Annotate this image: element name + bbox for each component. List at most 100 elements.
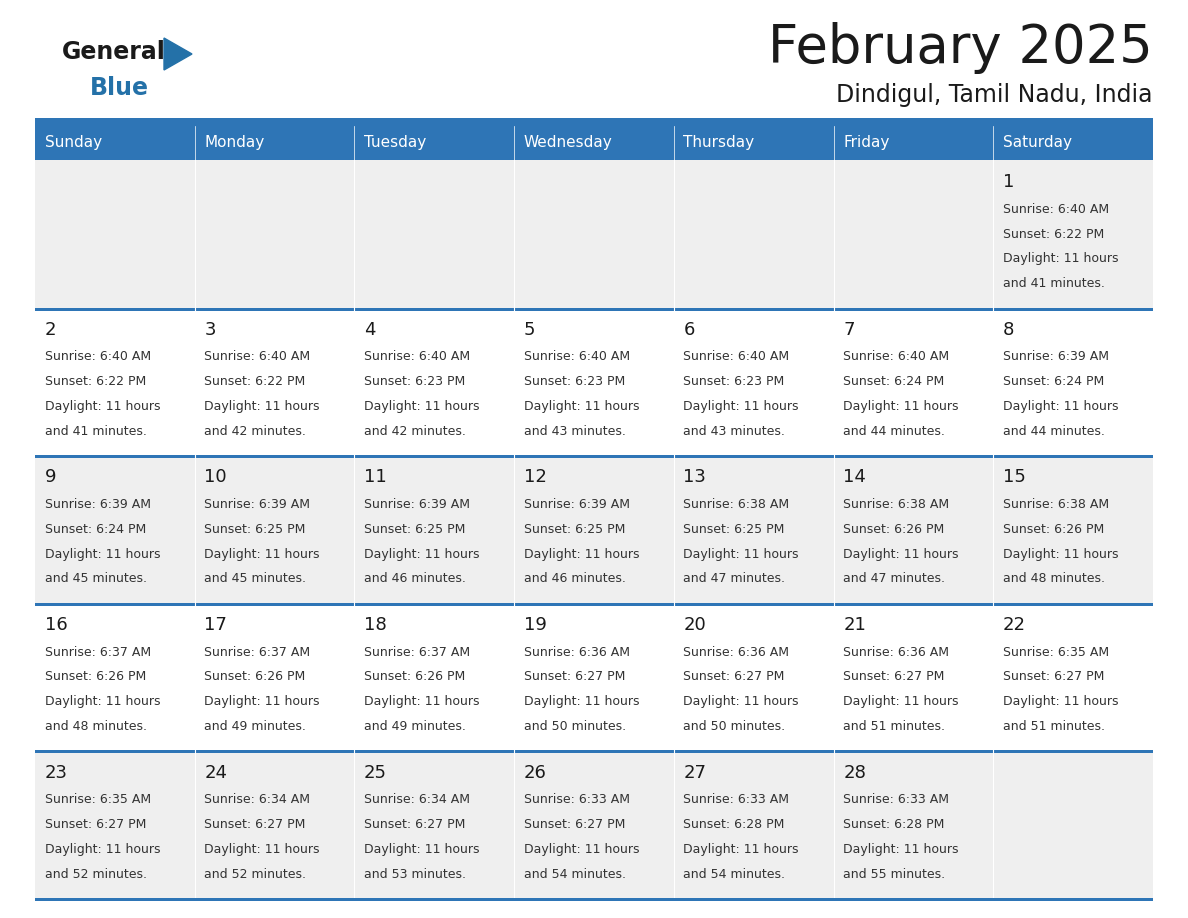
- Text: Sunrise: 6:39 AM: Sunrise: 6:39 AM: [524, 498, 630, 511]
- Text: Sunrise: 6:40 AM: Sunrise: 6:40 AM: [45, 351, 151, 364]
- Bar: [34, 308, 1154, 310]
- Bar: [514, 603, 674, 750]
- Bar: [34, 118, 1154, 126]
- Text: 14: 14: [843, 468, 866, 487]
- Bar: [674, 603, 834, 750]
- Bar: [674, 750, 834, 898]
- Text: Sunset: 6:23 PM: Sunset: 6:23 PM: [683, 375, 785, 388]
- Text: Sunset: 6:24 PM: Sunset: 6:24 PM: [45, 522, 146, 536]
- Text: Daylight: 11 hours: Daylight: 11 hours: [45, 843, 160, 856]
- Text: Sunrise: 6:38 AM: Sunrise: 6:38 AM: [843, 498, 949, 511]
- Text: Sunrise: 6:35 AM: Sunrise: 6:35 AM: [1003, 645, 1108, 658]
- Bar: [993, 160, 1154, 308]
- Bar: [834, 603, 993, 750]
- Text: 6: 6: [683, 321, 695, 339]
- Text: and 50 minutes.: and 50 minutes.: [683, 720, 785, 733]
- Text: and 45 minutes.: and 45 minutes.: [204, 573, 307, 586]
- Text: Tuesday: Tuesday: [364, 136, 426, 151]
- Text: Sunrise: 6:34 AM: Sunrise: 6:34 AM: [204, 793, 310, 806]
- Text: Daylight: 11 hours: Daylight: 11 hours: [204, 400, 320, 413]
- Text: Daylight: 11 hours: Daylight: 11 hours: [524, 400, 639, 413]
- Text: and 46 minutes.: and 46 minutes.: [364, 573, 466, 586]
- Text: Sunrise: 6:40 AM: Sunrise: 6:40 AM: [843, 351, 949, 364]
- Text: and 45 minutes.: and 45 minutes.: [45, 573, 146, 586]
- Text: 20: 20: [683, 616, 706, 634]
- Text: Sunset: 6:25 PM: Sunset: 6:25 PM: [683, 522, 785, 536]
- Text: 5: 5: [524, 321, 536, 339]
- Text: and 51 minutes.: and 51 minutes.: [843, 720, 946, 733]
- Text: 26: 26: [524, 764, 546, 782]
- Text: Sunset: 6:25 PM: Sunset: 6:25 PM: [524, 522, 625, 536]
- Text: and 47 minutes.: and 47 minutes.: [843, 573, 946, 586]
- Text: Daylight: 11 hours: Daylight: 11 hours: [364, 548, 480, 561]
- Text: Friday: Friday: [843, 136, 890, 151]
- Text: 12: 12: [524, 468, 546, 487]
- Text: Sunrise: 6:39 AM: Sunrise: 6:39 AM: [204, 498, 310, 511]
- Text: 11: 11: [364, 468, 387, 487]
- Text: Sunset: 6:28 PM: Sunset: 6:28 PM: [683, 818, 785, 831]
- Text: 9: 9: [45, 468, 56, 487]
- Text: Sunset: 6:25 PM: Sunset: 6:25 PM: [364, 522, 466, 536]
- Bar: [354, 126, 514, 160]
- Bar: [354, 160, 514, 308]
- Text: Sunrise: 6:33 AM: Sunrise: 6:33 AM: [843, 793, 949, 806]
- Text: Daylight: 11 hours: Daylight: 11 hours: [683, 548, 800, 561]
- Text: and 43 minutes.: and 43 minutes.: [524, 425, 626, 438]
- Text: Sunset: 6:22 PM: Sunset: 6:22 PM: [45, 375, 146, 388]
- Bar: [993, 126, 1154, 160]
- Text: 19: 19: [524, 616, 546, 634]
- Text: Sunrise: 6:38 AM: Sunrise: 6:38 AM: [1003, 498, 1108, 511]
- Bar: [195, 308, 354, 455]
- Text: and 53 minutes.: and 53 minutes.: [364, 868, 466, 880]
- Text: and 43 minutes.: and 43 minutes.: [683, 425, 785, 438]
- Text: 24: 24: [204, 764, 227, 782]
- Text: and 48 minutes.: and 48 minutes.: [45, 720, 146, 733]
- Text: Saturday: Saturday: [1003, 136, 1072, 151]
- Text: 13: 13: [683, 468, 707, 487]
- Text: 3: 3: [204, 321, 216, 339]
- Bar: [34, 750, 195, 898]
- Text: Sunset: 6:27 PM: Sunset: 6:27 PM: [45, 818, 146, 831]
- Text: Daylight: 11 hours: Daylight: 11 hours: [364, 843, 480, 856]
- Text: and 54 minutes.: and 54 minutes.: [524, 868, 626, 880]
- Text: Daylight: 11 hours: Daylight: 11 hours: [364, 400, 480, 413]
- Bar: [354, 750, 514, 898]
- Text: Sunrise: 6:39 AM: Sunrise: 6:39 AM: [1003, 351, 1108, 364]
- Bar: [993, 750, 1154, 898]
- Text: Daylight: 11 hours: Daylight: 11 hours: [843, 843, 959, 856]
- Text: and 46 minutes.: and 46 minutes.: [524, 573, 626, 586]
- Text: Daylight: 11 hours: Daylight: 11 hours: [45, 695, 160, 708]
- Bar: [514, 126, 674, 160]
- Bar: [34, 898, 1154, 901]
- Bar: [674, 126, 834, 160]
- Text: 10: 10: [204, 468, 227, 487]
- Bar: [993, 603, 1154, 750]
- Text: and 48 minutes.: and 48 minutes.: [1003, 573, 1105, 586]
- Text: Monday: Monday: [204, 136, 265, 151]
- Bar: [34, 898, 1154, 901]
- Text: Sunset: 6:27 PM: Sunset: 6:27 PM: [1003, 670, 1104, 683]
- Text: Sunrise: 6:40 AM: Sunrise: 6:40 AM: [683, 351, 790, 364]
- Bar: [34, 308, 195, 455]
- Text: Daylight: 11 hours: Daylight: 11 hours: [364, 695, 480, 708]
- Text: Daylight: 11 hours: Daylight: 11 hours: [843, 400, 959, 413]
- Bar: [993, 455, 1154, 603]
- Text: and 41 minutes.: and 41 minutes.: [1003, 277, 1105, 290]
- Text: and 52 minutes.: and 52 minutes.: [45, 868, 146, 880]
- Text: Sunrise: 6:40 AM: Sunrise: 6:40 AM: [364, 351, 470, 364]
- Text: 2: 2: [45, 321, 56, 339]
- Text: 8: 8: [1003, 321, 1015, 339]
- Text: Sunrise: 6:37 AM: Sunrise: 6:37 AM: [204, 645, 310, 658]
- Text: Blue: Blue: [90, 76, 148, 100]
- Text: 1: 1: [1003, 174, 1015, 191]
- Text: Daylight: 11 hours: Daylight: 11 hours: [524, 695, 639, 708]
- Text: and 51 minutes.: and 51 minutes.: [1003, 720, 1105, 733]
- Text: Sunday: Sunday: [45, 136, 102, 151]
- Text: Daylight: 11 hours: Daylight: 11 hours: [524, 548, 639, 561]
- Text: and 42 minutes.: and 42 minutes.: [204, 425, 307, 438]
- Text: and 50 minutes.: and 50 minutes.: [524, 720, 626, 733]
- Text: Sunrise: 6:35 AM: Sunrise: 6:35 AM: [45, 793, 151, 806]
- Bar: [834, 455, 993, 603]
- Text: February 2025: February 2025: [769, 22, 1154, 74]
- Text: Sunset: 6:23 PM: Sunset: 6:23 PM: [524, 375, 625, 388]
